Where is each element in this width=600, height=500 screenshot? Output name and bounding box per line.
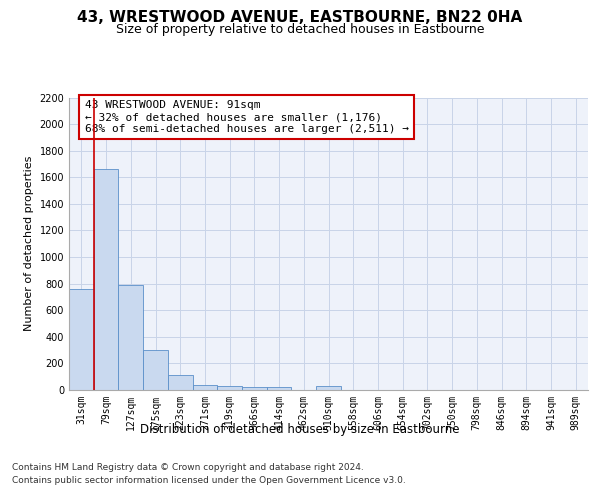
Bar bbox=[267, 388, 292, 390]
Bar bbox=[316, 386, 341, 390]
Text: Distribution of detached houses by size in Eastbourne: Distribution of detached houses by size … bbox=[140, 422, 460, 436]
Text: Contains HM Land Registry data © Crown copyright and database right 2024.: Contains HM Land Registry data © Crown c… bbox=[12, 462, 364, 471]
Bar bbox=[168, 376, 193, 390]
Text: 43, WRESTWOOD AVENUE, EASTBOURNE, BN22 0HA: 43, WRESTWOOD AVENUE, EASTBOURNE, BN22 0… bbox=[77, 10, 523, 25]
Bar bbox=[94, 170, 118, 390]
Y-axis label: Number of detached properties: Number of detached properties bbox=[24, 156, 34, 332]
Bar bbox=[193, 384, 217, 390]
Bar bbox=[242, 388, 267, 390]
Bar bbox=[143, 350, 168, 390]
Bar bbox=[217, 386, 242, 390]
Bar bbox=[118, 285, 143, 390]
Bar bbox=[69, 289, 94, 390]
Text: 43 WRESTWOOD AVENUE: 91sqm
← 32% of detached houses are smaller (1,176)
68% of s: 43 WRESTWOOD AVENUE: 91sqm ← 32% of deta… bbox=[85, 100, 409, 134]
Text: Size of property relative to detached houses in Eastbourne: Size of property relative to detached ho… bbox=[116, 23, 484, 36]
Text: Contains public sector information licensed under the Open Government Licence v3: Contains public sector information licen… bbox=[12, 476, 406, 485]
